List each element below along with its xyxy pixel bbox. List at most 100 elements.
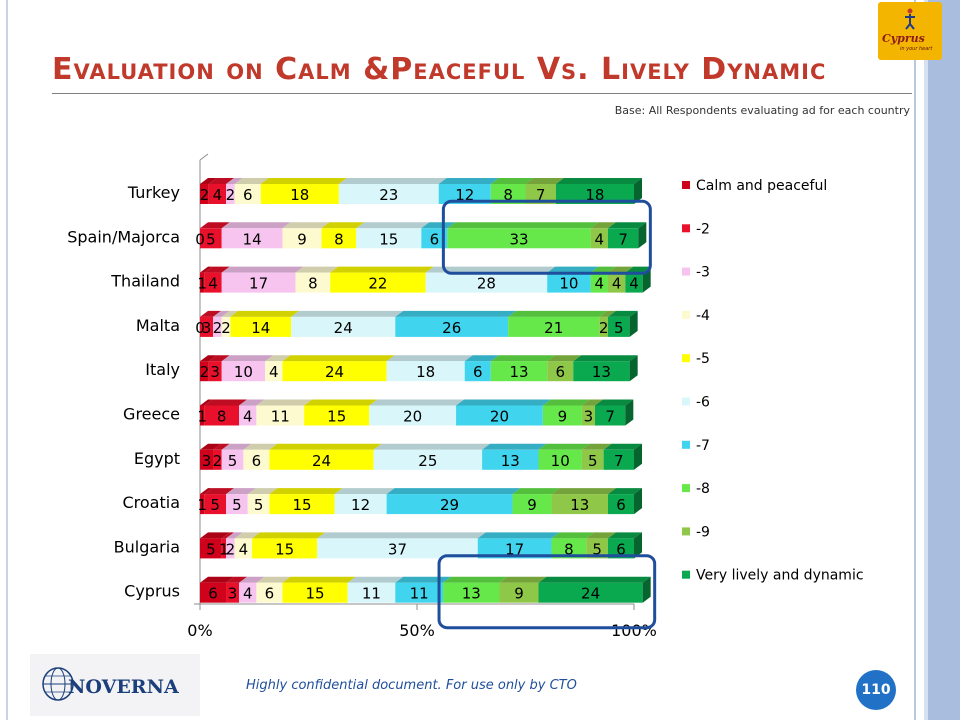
data-label: 5 (210, 496, 220, 514)
legend-label: -5 (696, 351, 710, 367)
bar-top (525, 178, 564, 184)
bar-segment (386, 361, 465, 382)
category-label: Greece (123, 405, 180, 424)
bar-top (599, 310, 616, 317)
bar-segment (490, 361, 548, 382)
bar-top (456, 399, 551, 406)
bar-top (282, 222, 330, 229)
bar-top (321, 222, 365, 229)
bar-top (386, 488, 521, 495)
highlight-box (441, 199, 652, 275)
data-label: 5 (592, 540, 602, 558)
bar-segment (477, 538, 552, 559)
bar-top (256, 399, 313, 406)
data-label: 14 (243, 230, 262, 248)
bar-top (221, 222, 291, 229)
data-label: 5 (206, 540, 216, 558)
bar-top (226, 488, 256, 495)
data-label: 22 (368, 275, 387, 293)
data-label: 23 (379, 186, 398, 204)
bar-top (334, 488, 395, 495)
bar-segment (282, 228, 322, 249)
bar-top (438, 178, 499, 184)
bar-top (213, 443, 230, 450)
bar-segment (256, 582, 283, 603)
data-label: 24 (312, 452, 331, 470)
bar-segment (425, 272, 548, 293)
bar-segment (456, 405, 543, 426)
category-label: Cyprus (124, 582, 180, 601)
data-label: 26 (442, 319, 461, 337)
bar-top (594, 399, 634, 406)
bar-top (499, 576, 547, 583)
data-label: 6 (252, 452, 262, 470)
bar-segment (512, 494, 552, 515)
bar-segment (221, 538, 227, 559)
bar-segment (490, 184, 526, 204)
bar-top (282, 355, 395, 362)
bar-segment (204, 405, 240, 426)
bar-segment (282, 361, 387, 382)
bar-top (607, 222, 647, 229)
data-label: 4 (208, 275, 218, 293)
bar-segment (204, 272, 222, 293)
bar-segment (538, 582, 643, 603)
data-label: 10 (559, 275, 578, 293)
bar-segment (321, 228, 357, 249)
bar-segment (625, 272, 643, 293)
cyprus-logo: Cyprus in your heart (878, 2, 942, 60)
data-label: 6 (555, 363, 565, 381)
legend-label: -7 (696, 438, 710, 454)
data-label: 29 (440, 496, 459, 514)
bar-segment (226, 538, 235, 559)
data-label: 9 (558, 408, 568, 426)
bar-segment (234, 538, 253, 559)
legend-label: Very lively and dynamic (696, 568, 864, 584)
data-label: 4 (612, 275, 622, 293)
data-label: 18 (416, 363, 435, 381)
data-label: 0 (195, 319, 205, 337)
bar-top (447, 222, 599, 229)
bar-side (629, 310, 638, 337)
data-label: 8 (308, 275, 318, 293)
bar-top (590, 222, 616, 229)
x-tick-label: 0% (187, 621, 212, 640)
bar-segment (464, 361, 491, 382)
data-label: 4 (213, 186, 223, 204)
bar-segment (247, 494, 270, 515)
bar-segment (607, 494, 634, 515)
bar-segment (607, 316, 630, 337)
bar-top (508, 310, 608, 317)
bar-top (477, 532, 560, 539)
bar-top (330, 266, 434, 273)
bar-segment (551, 494, 608, 515)
data-label: 11 (271, 408, 290, 426)
data-label: 6 (473, 363, 483, 381)
bar-segment (369, 405, 457, 426)
bar-segment (334, 494, 387, 515)
bar-top (607, 532, 642, 539)
data-label: 8 (334, 230, 344, 248)
bar-segment (265, 361, 283, 382)
bar-segment (395, 316, 509, 337)
data-label: 15 (327, 408, 346, 426)
bar-segment (208, 184, 227, 204)
bar-segment (200, 494, 205, 515)
legend-swatch (682, 224, 690, 233)
bar-segment (581, 405, 595, 426)
data-label: 4 (243, 408, 253, 426)
data-label: 7 (618, 230, 628, 248)
bar-segment (221, 272, 296, 293)
bar-segment (590, 272, 608, 293)
category-label: Turkey (127, 183, 180, 202)
bar-top (490, 178, 534, 184)
bar-top (573, 355, 638, 362)
bar-top (581, 443, 612, 450)
bar-top (603, 443, 642, 450)
bar-top (291, 310, 404, 317)
base-note: Base: All Respondents evaluating ad for … (614, 104, 910, 117)
bar-top (538, 576, 651, 583)
data-label: 11 (362, 585, 381, 603)
data-label: 8 (217, 408, 227, 426)
bar-segment (269, 449, 374, 470)
